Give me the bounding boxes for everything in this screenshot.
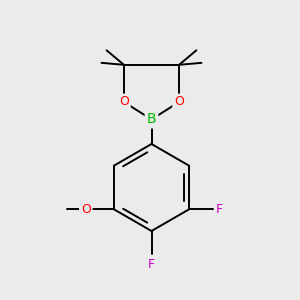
Text: F: F (148, 258, 155, 271)
Text: O: O (81, 203, 91, 216)
Text: O: O (174, 95, 184, 109)
Text: O: O (119, 95, 129, 109)
Text: F: F (216, 203, 223, 216)
Text: B: B (147, 112, 156, 126)
